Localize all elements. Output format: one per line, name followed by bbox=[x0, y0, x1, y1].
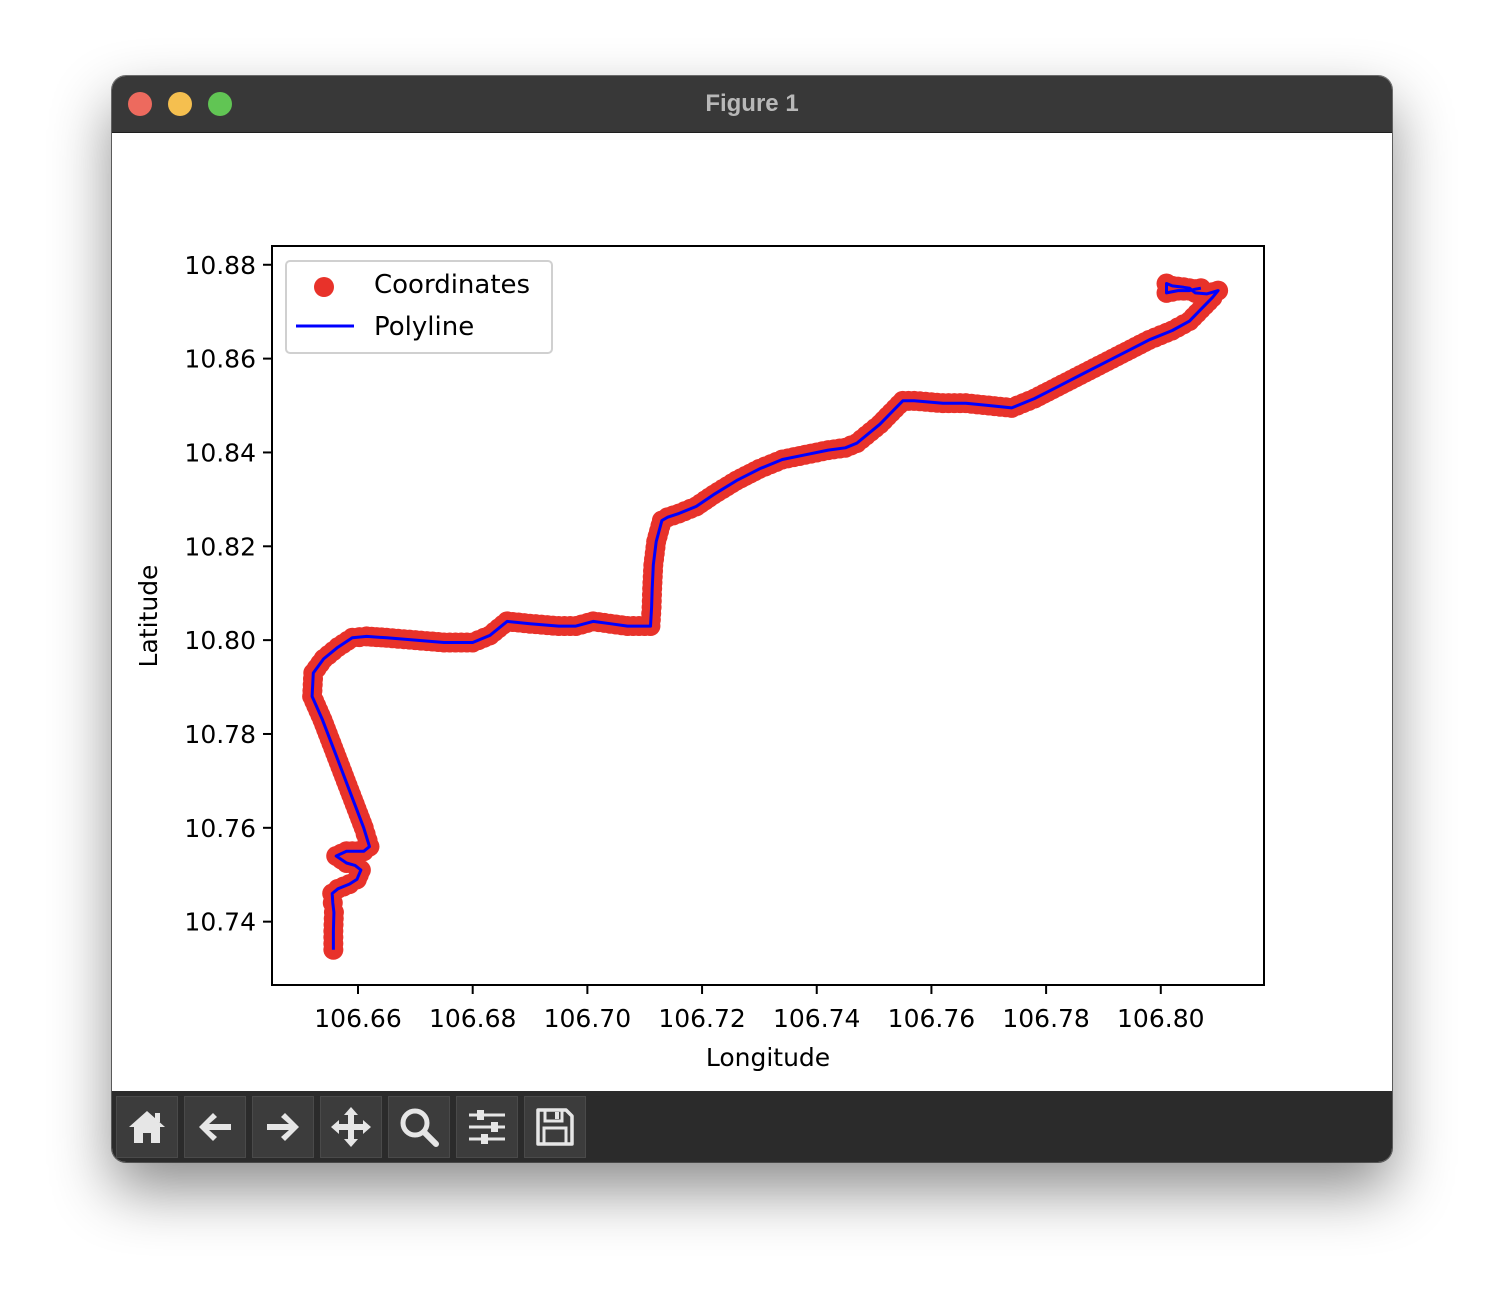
pan-button[interactable] bbox=[320, 1096, 382, 1158]
sliders-icon bbox=[469, 1110, 505, 1144]
x-tick-label: 106.70 bbox=[544, 1004, 631, 1033]
x-tick-label: 106.68 bbox=[429, 1004, 516, 1033]
home-icon bbox=[129, 1111, 165, 1143]
arrow-right-icon bbox=[267, 1113, 299, 1141]
figure-window: Figure 1 106.66 106.68 106.70 106.72 106.74 1… bbox=[112, 76, 1392, 1162]
chart: 106.66 106.68 106.70 106.72 106.74 106.76 106.… bbox=[134, 245, 1265, 1072]
move-icon bbox=[331, 1107, 371, 1147]
magnifier-icon bbox=[400, 1108, 439, 1147]
x-tick-label: 106.78 bbox=[1002, 1004, 1089, 1033]
scatter-series bbox=[302, 273, 1229, 960]
y-tick-label: 10.80 bbox=[184, 626, 256, 655]
y-tick-label: 10.86 bbox=[184, 345, 256, 374]
x-axis: 106.66 106.68 106.70 106.72 106.74 106.76 106.… bbox=[314, 985, 1205, 1033]
forward-button[interactable] bbox=[252, 1096, 314, 1158]
x-tick-label: 106.66 bbox=[314, 1004, 401, 1033]
subplots-button[interactable] bbox=[456, 1096, 518, 1158]
x-tick-label: 106.74 bbox=[773, 1004, 860, 1033]
navigation-toolbar bbox=[112, 1091, 1392, 1162]
window-title: Figure 1 bbox=[705, 90, 799, 117]
figure-canvas[interactable]: 106.66 106.68 106.70 106.72 106.74 106.76 106.… bbox=[112, 133, 1392, 1091]
maximize-window-button[interactable] bbox=[208, 92, 232, 116]
legend-box bbox=[285, 260, 553, 354]
x-axis-label: Longitude bbox=[706, 1043, 830, 1072]
x-tick-label: 106.76 bbox=[888, 1004, 975, 1033]
y-tick-label: 10.88 bbox=[184, 251, 256, 280]
y-tick-label: 10.82 bbox=[184, 532, 256, 561]
legend-label-polyline: Polyline bbox=[374, 312, 474, 342]
legend-label-coordinates: Coordinates bbox=[374, 270, 530, 300]
floppy-disk-icon bbox=[536, 1108, 574, 1146]
back-button[interactable] bbox=[184, 1096, 246, 1158]
arrow-left-icon bbox=[199, 1113, 231, 1141]
y-axis: 10.74 10.76 10.78 10.80 10.82 10.84 10.86 10.88 bbox=[184, 251, 272, 937]
plot-frame bbox=[271, 245, 1265, 986]
y-tick-label: 10.84 bbox=[184, 438, 256, 467]
polyline-path bbox=[310, 282, 1220, 950]
y-tick-label: 10.74 bbox=[184, 908, 256, 937]
x-tick-label: 106.80 bbox=[1117, 1004, 1204, 1033]
zoom-button[interactable] bbox=[388, 1096, 450, 1158]
y-tick-label: 10.78 bbox=[184, 720, 256, 749]
legend-marker-coordinates bbox=[314, 277, 334, 297]
titlebar[interactable]: Figure 1 bbox=[112, 76, 1392, 133]
y-tick-label: 10.76 bbox=[184, 814, 256, 843]
save-button[interactable] bbox=[524, 1096, 586, 1158]
polyline-series bbox=[310, 282, 1220, 950]
home-button[interactable] bbox=[116, 1096, 178, 1158]
minimize-window-button[interactable] bbox=[168, 92, 192, 116]
close-window-button[interactable] bbox=[128, 92, 152, 116]
legend: Coordinates Polyline bbox=[285, 260, 553, 354]
x-tick-label: 106.72 bbox=[658, 1004, 745, 1033]
y-axis-label: Latitude bbox=[134, 565, 163, 668]
